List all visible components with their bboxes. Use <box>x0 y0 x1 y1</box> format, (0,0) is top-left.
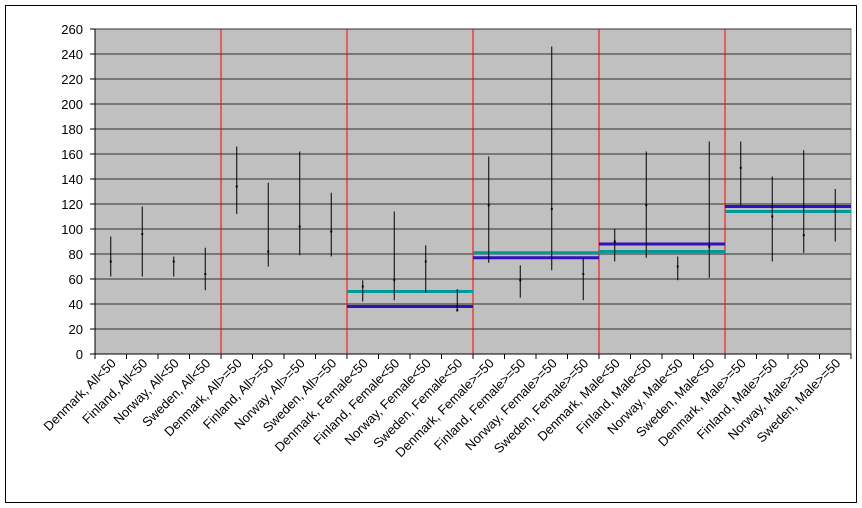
mean-marker <box>771 215 774 218</box>
y-tick-label: 180 <box>61 122 83 137</box>
mean-marker <box>109 260 112 263</box>
mean-marker <box>267 250 270 253</box>
mean-marker <box>393 279 396 282</box>
y-tick-label: 60 <box>69 272 83 287</box>
y-tick-label: 40 <box>69 297 83 312</box>
mean-marker <box>456 309 459 312</box>
mean-marker <box>298 225 301 228</box>
y-tick-label: 260 <box>61 22 83 37</box>
mean-marker <box>424 260 427 263</box>
mean-marker <box>361 285 364 288</box>
mean-marker <box>676 265 679 268</box>
mean-marker <box>204 273 207 275</box>
y-tick-label: 120 <box>61 197 83 212</box>
mean-marker <box>141 233 144 235</box>
mean-marker <box>235 185 238 188</box>
y-tick-label: 100 <box>61 222 83 237</box>
y-tick-label: 80 <box>69 247 83 262</box>
mean-marker <box>550 208 553 210</box>
y-tick-label: 200 <box>61 97 83 112</box>
mean-marker <box>802 234 805 237</box>
y-tick-label: 240 <box>61 47 83 62</box>
y-tick-label: 0 <box>76 347 83 362</box>
y-tick-label: 20 <box>69 322 83 337</box>
mean-marker <box>330 230 333 233</box>
mean-marker <box>645 204 648 207</box>
y-tick-label: 160 <box>61 147 83 162</box>
mean-marker <box>487 204 490 207</box>
y-tick-label: 140 <box>61 172 83 187</box>
mean-marker <box>708 245 711 248</box>
mean-marker <box>519 279 522 282</box>
mean-marker <box>582 273 585 275</box>
mean-marker <box>834 210 837 213</box>
mean-marker <box>172 260 175 263</box>
mean-marker <box>739 166 742 169</box>
mean-marker <box>613 240 616 243</box>
y-tick-label: 220 <box>61 72 83 87</box>
